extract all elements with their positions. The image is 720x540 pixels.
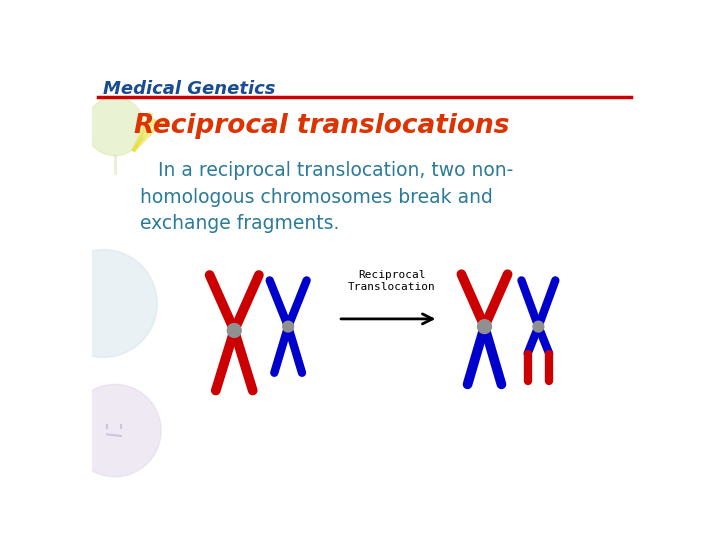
Circle shape (68, 384, 161, 477)
Circle shape (283, 321, 294, 332)
Text: In a reciprocal translocation, two non-
 homologous chromosomes break and
 excha: In a reciprocal translocation, two non- … (134, 161, 513, 233)
Text: Reciprocal
Translocation: Reciprocal Translocation (348, 271, 436, 292)
Text: Medical Genetics: Medical Genetics (102, 80, 275, 98)
Circle shape (228, 323, 241, 338)
Text: Reciprocal translocations: Reciprocal translocations (134, 112, 510, 139)
Circle shape (50, 249, 157, 357)
Circle shape (533, 321, 544, 332)
Circle shape (477, 320, 492, 334)
Circle shape (86, 97, 144, 156)
